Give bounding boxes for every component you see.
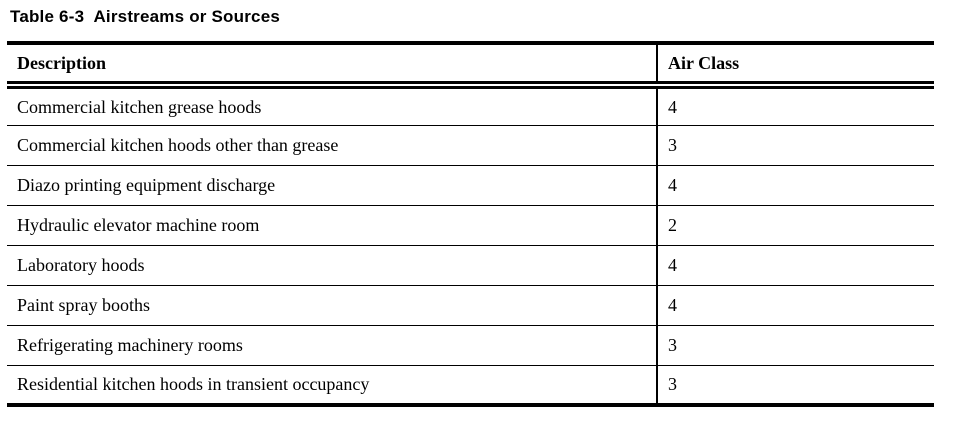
cell-description: Refrigerating machinery rooms xyxy=(7,324,658,365)
column-header-air-class: Air Class xyxy=(657,43,934,89)
cell-air-class: 4 xyxy=(657,284,934,325)
cell-description: Paint spray booths xyxy=(7,284,658,325)
table-row: Paint spray booths 4 xyxy=(7,284,934,325)
table-row: Refrigerating machinery rooms 3 xyxy=(7,324,934,365)
cell-description: Residential kitchen hoods in transient o… xyxy=(7,364,658,405)
table-row: Diazo printing equipment discharge 4 xyxy=(7,164,934,205)
cell-air-class: 3 xyxy=(657,124,934,165)
cell-air-class: 4 xyxy=(657,164,934,205)
table-row: Residential kitchen hoods in transient o… xyxy=(7,364,934,405)
table-row: Laboratory hoods 4 xyxy=(7,244,934,285)
table-row: Hydraulic elevator machine room 2 xyxy=(7,204,934,245)
table-row: Commercial kitchen hoods other than grea… xyxy=(7,124,934,165)
airstreams-table: Description Air Class Commercial kitchen… xyxy=(7,41,934,407)
cell-description: Laboratory hoods xyxy=(7,244,658,285)
cell-air-class: 3 xyxy=(657,324,934,365)
cell-description: Commercial kitchen grease hoods xyxy=(7,84,658,125)
table-row: Commercial kitchen grease hoods 4 xyxy=(7,84,934,125)
table-caption: Table 6-3 Airstreams or Sources xyxy=(10,7,281,26)
table-header: Description Air Class xyxy=(7,43,934,89)
cell-description: Diazo printing equipment discharge xyxy=(7,164,658,205)
cell-description: Commercial kitchen hoods other than grea… xyxy=(7,124,658,165)
cell-air-class: 4 xyxy=(657,244,934,285)
cell-air-class: 2 xyxy=(657,204,934,245)
cell-description: Hydraulic elevator machine room xyxy=(7,204,658,245)
cell-air-class: 4 xyxy=(657,84,934,125)
column-header-description: Description xyxy=(7,43,658,89)
cell-air-class: 3 xyxy=(657,364,934,405)
header-row: Description Air Class xyxy=(7,43,934,89)
table-body: Commercial kitchen grease hoods 4 Commer… xyxy=(7,84,934,405)
